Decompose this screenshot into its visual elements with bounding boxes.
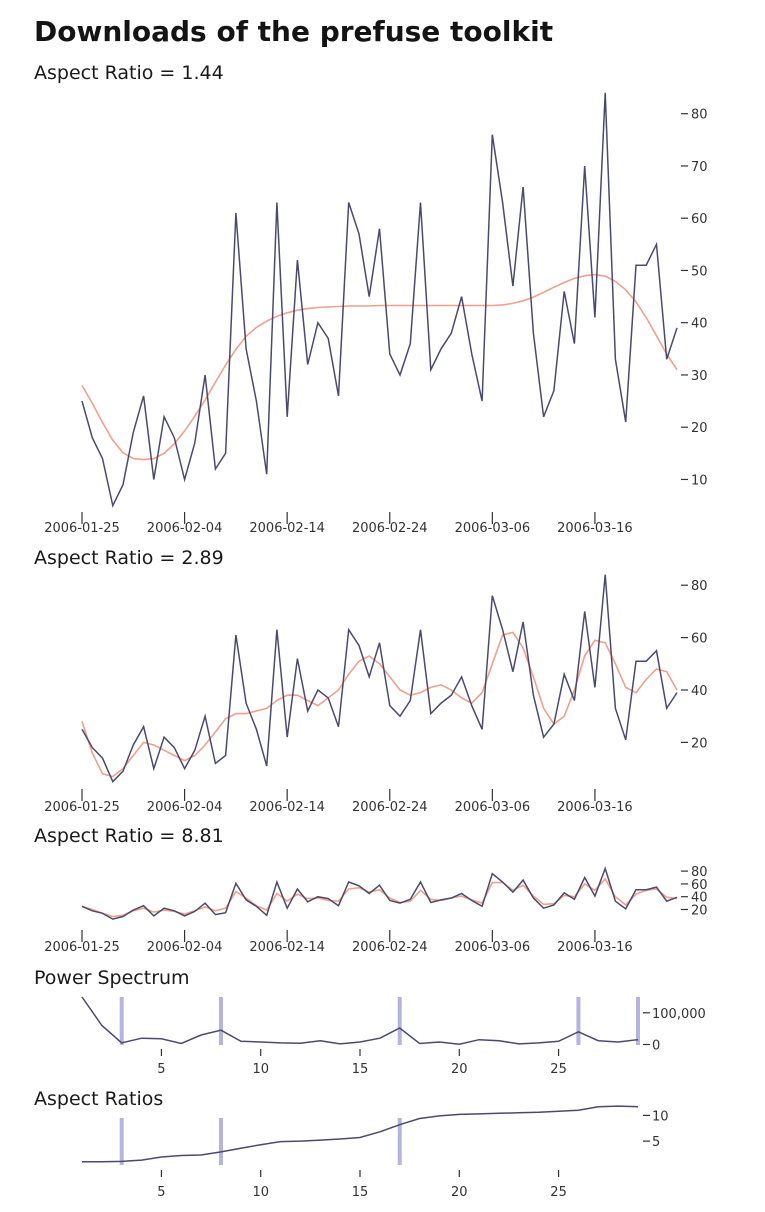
y-tick-label: 70 xyxy=(691,160,708,175)
x-tick-label: 2006-02-24 xyxy=(352,800,428,815)
y-tick-label: 40 xyxy=(691,684,708,699)
x-tick-label: 2006-01-25 xyxy=(44,521,120,536)
x-tick-label: 20 xyxy=(451,1062,468,1077)
chart-aspect-2-89: Aspect Ratio = 2.89 2006-01-25 2006-02-04… xyxy=(34,547,708,815)
y-tick-label: 60 xyxy=(691,212,708,227)
y-tick-label: 80 xyxy=(691,865,708,880)
chart-aspect-1-44: Aspect Ratio = 1.44 2006-01-25 2006-02-04… xyxy=(34,62,708,536)
x-tick-label: 15 xyxy=(352,1062,369,1077)
x-tick-label: 2006-02-14 xyxy=(249,940,325,955)
x-tick-label: 2006-02-04 xyxy=(147,940,223,955)
raw-series-line xyxy=(81,92,678,508)
series-line xyxy=(81,996,639,1045)
x-tick-label: 2006-03-06 xyxy=(455,521,531,536)
x-tick-label: 2006-01-25 xyxy=(44,800,120,815)
x-tick-label: 2006-02-24 xyxy=(352,521,428,536)
x-tick-label: 2006-03-16 xyxy=(557,800,633,815)
raw-series-line xyxy=(81,866,678,920)
x-tick-label: 2006-03-16 xyxy=(557,521,633,536)
x-tick-label: 10 xyxy=(252,1062,269,1077)
x-tick-label: 2006-03-06 xyxy=(455,800,531,815)
page-title: Downloads of the prefuse toolkit xyxy=(34,15,553,48)
chart-aspect-ratios: Aspect Ratios 5 10 15 20 25 10 5 xyxy=(34,1088,669,1200)
y-tick-label: 100,000 xyxy=(652,1007,706,1022)
y-tick-label: 30 xyxy=(691,369,708,384)
series-line xyxy=(82,1105,639,1163)
smoothed-series-line xyxy=(81,631,678,778)
y-tick-label: 20 xyxy=(691,904,708,919)
x-tick-label: 5 xyxy=(157,1185,165,1200)
x-tick-label: 20 xyxy=(451,1185,468,1200)
y-tick-label: 60 xyxy=(691,878,708,893)
y-tick-label: 80 xyxy=(691,108,708,123)
y-tick-label: 20 xyxy=(691,736,708,751)
panel-title: Aspect Ratios xyxy=(34,1088,163,1110)
y-tick-label: 40 xyxy=(691,317,708,332)
y-tick-label: 60 xyxy=(691,632,708,647)
raw-series-line xyxy=(81,574,678,784)
y-tick-label: 0 xyxy=(652,1039,660,1054)
chart-aspect-8-81: Aspect Ratio = 8.81 2006-01-25 2006-02-04… xyxy=(34,825,708,955)
x-tick-label: 15 xyxy=(352,1185,369,1200)
y-tick-label: 5 xyxy=(652,1135,660,1150)
y-tick-label: 40 xyxy=(691,891,708,906)
x-tick-label: 25 xyxy=(550,1185,567,1200)
x-tick-label: 10 xyxy=(252,1185,269,1200)
x-tick-label: 2006-02-14 xyxy=(249,521,325,536)
panel-title: Aspect Ratio = 1.44 xyxy=(34,62,224,84)
y-tick-label: 10 xyxy=(652,1109,669,1124)
panel-title: Aspect Ratio = 8.81 xyxy=(34,825,224,847)
x-tick-label: 5 xyxy=(157,1062,165,1077)
panel-title: Aspect Ratio = 2.89 xyxy=(34,547,224,569)
y-tick-label: 80 xyxy=(691,579,708,594)
x-tick-label: 2006-03-06 xyxy=(455,940,531,955)
y-tick-label: 50 xyxy=(691,264,708,279)
y-tick-label: 10 xyxy=(691,473,708,488)
x-tick-label: 2006-01-25 xyxy=(44,940,120,955)
chart-power-spectrum: Power Spectrum 5 10 15 20 25 100,000 0 xyxy=(34,967,706,1077)
y-tick-label: 20 xyxy=(691,421,708,436)
x-tick-label: 2006-02-14 xyxy=(249,800,325,815)
x-tick-label: 2006-02-04 xyxy=(147,800,223,815)
x-tick-label: 25 xyxy=(550,1062,567,1077)
x-tick-label: 2006-02-24 xyxy=(352,940,428,955)
x-tick-label: 2006-02-04 xyxy=(147,521,223,536)
panel-title: Power Spectrum xyxy=(34,967,190,989)
x-tick-label: 2006-03-16 xyxy=(557,940,633,955)
